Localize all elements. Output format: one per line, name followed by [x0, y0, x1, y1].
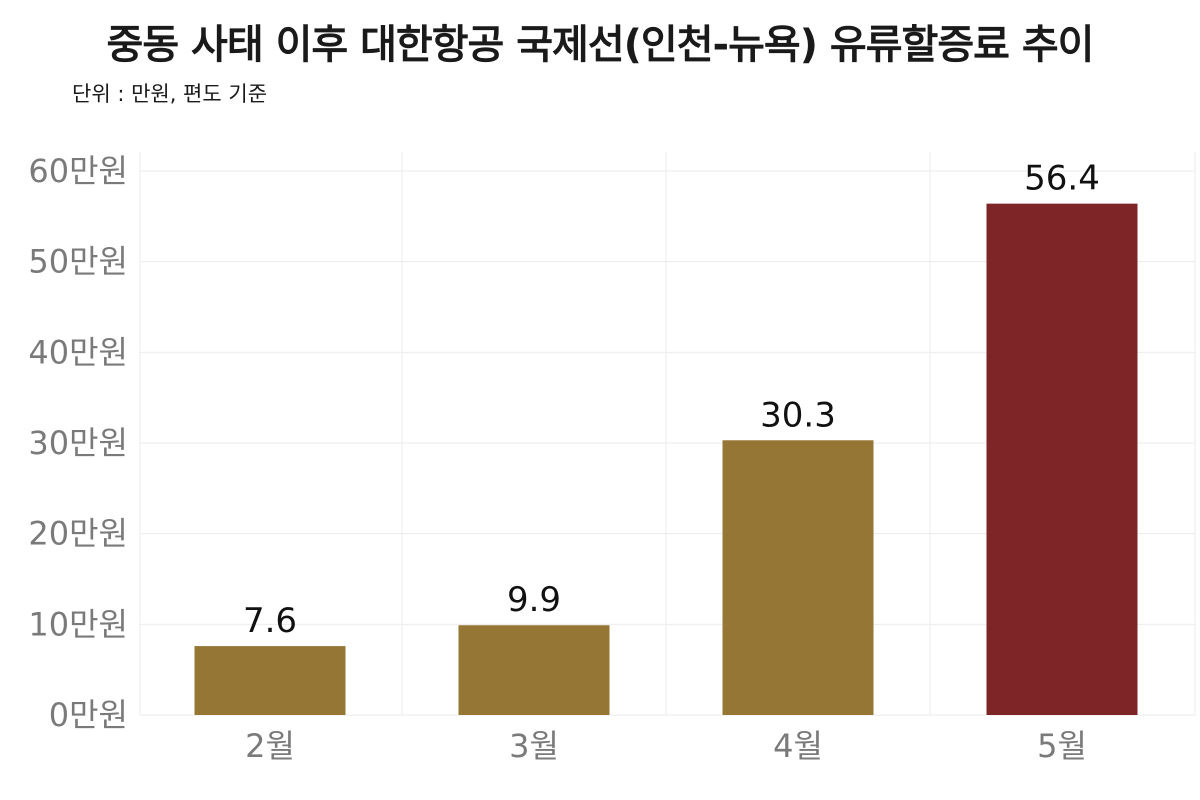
bar-4월 [722, 440, 874, 715]
x-tick-label: 4월 [773, 727, 823, 765]
y-axis: 0만원 10만원 20만원 30만원 40만원 50만원 60만원 [28, 152, 128, 734]
y-tick-label: 10만원 [28, 605, 128, 643]
data-label: 9.9 [507, 580, 561, 620]
data-label: 56.4 [1024, 159, 1100, 199]
x-tick-label: 3월 [509, 727, 559, 765]
bar-5월 [986, 203, 1138, 715]
chart-title: 중동 사태 이후 대한항공 국제선(인천-뉴욕) 유류할증료 추이 [106, 22, 1095, 68]
chart-subtitle: 단위 : 만원, 편도 기준 [72, 82, 268, 106]
x-axis: 2월 3월 4월 5월 [245, 727, 1087, 765]
y-tick-label: 30만원 [28, 424, 128, 462]
x-tick-label: 5월 [1037, 727, 1087, 765]
x-tick-label: 2월 [245, 727, 295, 765]
data-label: 30.3 [760, 395, 836, 435]
data-label: 7.6 [243, 601, 297, 641]
bar-3월 [458, 625, 610, 715]
y-tick-label: 40만원 [28, 333, 128, 371]
y-tick-label: 60만원 [28, 152, 128, 190]
y-tick-label: 0만원 [49, 696, 128, 734]
bar-2월 [194, 646, 346, 715]
data-labels: 7.6 9.9 30.3 56.4 [243, 159, 1100, 641]
y-tick-label: 50만원 [28, 243, 128, 281]
y-tick-label: 20만원 [28, 515, 128, 553]
bars [194, 203, 1138, 715]
